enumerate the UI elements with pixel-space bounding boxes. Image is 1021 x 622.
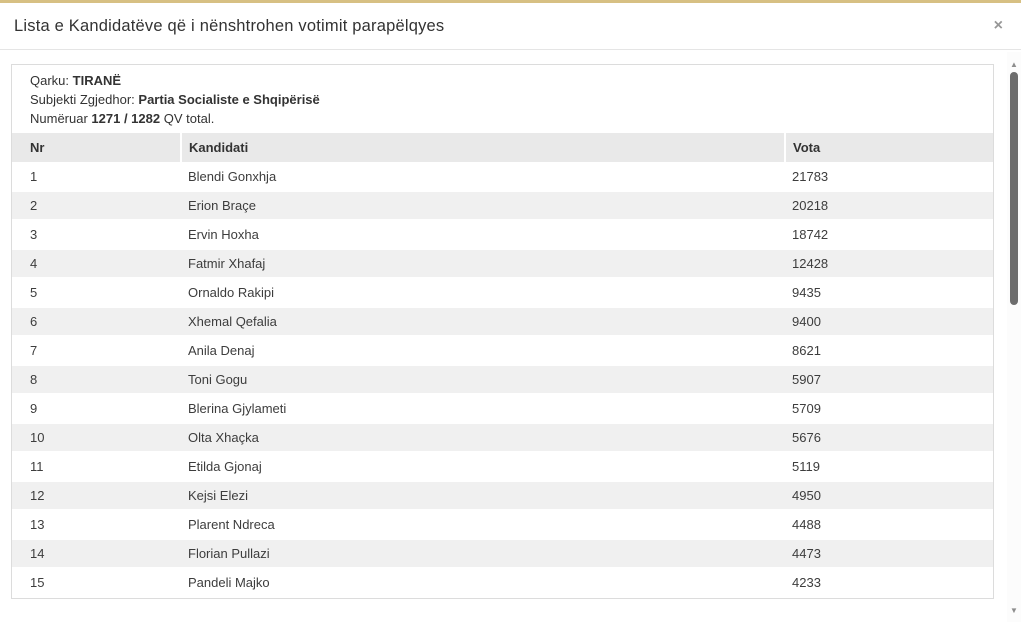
cell-vota: 5676 (785, 423, 993, 453)
table-body: 1 Blendi Gonxhja 21783 2 Erion Braçe 20218 3 Er… (12, 162, 993, 598)
column-header-vota: Vota (784, 133, 993, 162)
district-line: Qarku: TIRANË (30, 71, 975, 90)
scrollbar[interactable]: ▲ ▼ (1007, 52, 1021, 622)
cell-nr: 9 (12, 394, 181, 424)
column-header-kandidati: Kandidati (180, 133, 785, 162)
table-row: 3 Ervin Hoxha 18742 (12, 220, 993, 250)
cell-vota: 5709 (785, 394, 993, 424)
page-title: Lista e Kandidatëve që i nënshtrohen vot… (14, 16, 445, 35)
close-icon[interactable]: × (993, 17, 1003, 34)
table-row: 13 Plarent Ndreca 4488 (12, 510, 993, 540)
counted-line: Numëruar 1271 / 1282 QV total. (30, 109, 975, 128)
subject-label: Subjekti Zgjedhor: (30, 92, 135, 107)
cell-vota: 20218 (785, 191, 993, 221)
scrollbar-thumb[interactable] (1010, 72, 1018, 305)
count-summary: Qarku: TIRANË Subjekti Zgjedhor: Partia … (12, 65, 993, 133)
cell-kandidati: Anila Denaj (181, 336, 785, 366)
table-row: 14 Florian Pullazi 4473 (12, 539, 993, 569)
cell-vota: 8621 (785, 336, 993, 366)
cell-kandidati: Pandeli Majko (181, 568, 785, 598)
cell-vota: 9400 (785, 307, 993, 337)
cell-nr: 7 (12, 336, 181, 366)
cell-nr: 4 (12, 249, 181, 279)
cell-kandidati: Kejsi Elezi (181, 481, 785, 511)
subject-line: Subjekti Zgjedhor: Partia Socialiste e S… (30, 90, 975, 109)
cell-kandidati: Plarent Ndreca (181, 510, 785, 540)
cell-nr: 2 (12, 191, 181, 221)
cell-kandidati: Xhemal Qefalia (181, 307, 785, 337)
table-row: 2 Erion Braçe 20218 (12, 191, 993, 221)
counted-label: Numëruar (30, 111, 88, 126)
cell-vota: 4233 (785, 568, 993, 598)
table-row: 9 Blerina Gjylameti 5709 (12, 394, 993, 424)
cell-nr: 15 (12, 568, 181, 598)
results-panel: Qarku: TIRANË Subjekti Zgjedhor: Partia … (11, 64, 994, 599)
table-row: 10 Olta Xhaçka 5676 (12, 423, 993, 453)
cell-kandidati: Ornaldo Rakipi (181, 278, 785, 308)
candidates-table: Nr Kandidati Vota 1 Blendi Gonxhja 21783 2 E… (12, 133, 993, 598)
table-row: 6 Xhemal Qefalia 9400 (12, 307, 993, 337)
table-row: 7 Anila Denaj 8621 (12, 336, 993, 366)
cell-vota: 4950 (785, 481, 993, 511)
cell-vota: 4473 (785, 539, 993, 569)
cell-nr: 11 (12, 452, 181, 482)
table-row: 15 Pandeli Majko 4233 (12, 568, 993, 598)
cell-kandidati: Florian Pullazi (181, 539, 785, 569)
table-row: 8 Toni Gogu 5907 (12, 365, 993, 395)
table-row: 4 Fatmir Xhafaj 12428 (12, 249, 993, 279)
cell-kandidati: Toni Gogu (181, 365, 785, 395)
column-header-nr: Nr (12, 133, 181, 162)
cell-nr: 5 (12, 278, 181, 308)
cell-kandidati: Olta Xhaçka (181, 423, 785, 453)
modal-header: Lista e Kandidatëve që i nënshtrohen vot… (0, 3, 1021, 50)
cell-kandidati: Blendi Gonxhja (181, 162, 785, 192)
district-label: Qarku: (30, 73, 70, 88)
scroll-up-icon[interactable]: ▲ (1010, 60, 1018, 69)
cell-nr: 12 (12, 481, 181, 511)
cell-nr: 10 (12, 423, 181, 453)
cell-nr: 14 (12, 539, 181, 569)
table-header: Nr Kandidati Vota (12, 133, 993, 162)
cell-vota: 21783 (785, 162, 993, 192)
table-row: 12 Kejsi Elezi 4950 (12, 481, 993, 511)
district-value: TIRANË (72, 73, 122, 88)
cell-vota: 5907 (785, 365, 993, 395)
cell-kandidati: Blerina Gjylameti (181, 394, 785, 424)
cell-kandidati: Etilda Gjonaj (181, 452, 785, 482)
cell-vota: 18742 (785, 220, 993, 250)
table-row: 11 Etilda Gjonaj 5119 (12, 452, 993, 482)
cell-nr: 8 (12, 365, 181, 395)
cell-nr: 3 (12, 220, 181, 250)
counted-suffix: QV total. (163, 111, 215, 126)
counted-value: 1271 / 1282 (91, 111, 161, 126)
cell-vota: 4488 (785, 510, 993, 540)
cell-kandidati: Erion Braçe (181, 191, 785, 221)
cell-kandidati: Fatmir Xhafaj (181, 249, 785, 279)
cell-vota: 5119 (785, 452, 993, 482)
cell-vota: 9435 (785, 278, 993, 308)
cell-nr: 13 (12, 510, 181, 540)
cell-nr: 1 (12, 162, 181, 192)
table-row: 5 Ornaldo Rakipi 9435 (12, 278, 993, 308)
modal-body: Qarku: TIRANË Subjekti Zgjedhor: Partia … (0, 50, 1021, 619)
cell-vota: 12428 (785, 249, 993, 279)
subject-value: Partia Socialiste e Shqipërisë (138, 92, 320, 107)
cell-kandidati: Ervin Hoxha (181, 220, 785, 250)
table-row: 1 Blendi Gonxhja 21783 (12, 162, 993, 192)
cell-nr: 6 (12, 307, 181, 337)
scroll-down-icon[interactable]: ▼ (1010, 606, 1018, 615)
